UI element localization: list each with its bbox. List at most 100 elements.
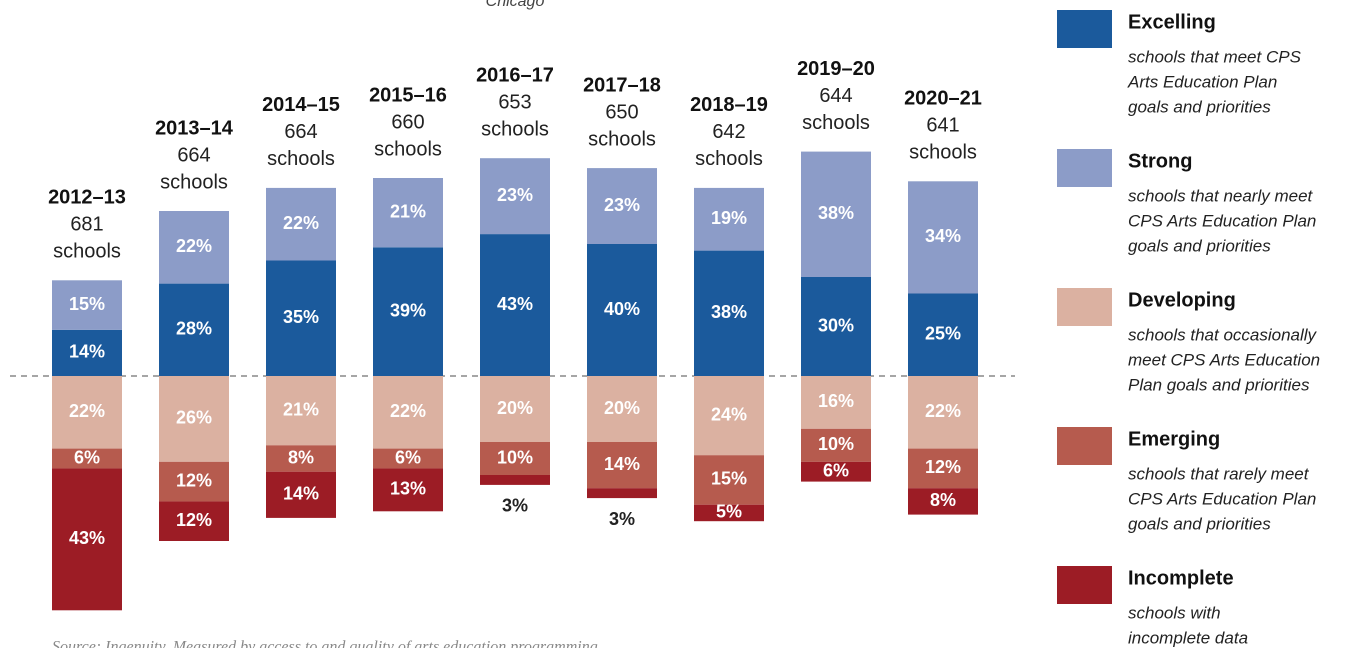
bar-segment [159, 211, 229, 284]
bar-segment [908, 488, 978, 515]
bar-segment [159, 461, 229, 502]
segment-label: 13% [390, 479, 426, 499]
bar-segment [908, 448, 978, 489]
legend-name: Strong [1128, 150, 1192, 172]
school-count: 644 [819, 85, 852, 107]
legend-swatch [1057, 566, 1112, 604]
legend-name: Emerging [1128, 428, 1220, 450]
segment-label: 6% [74, 447, 100, 467]
bar-segment [801, 428, 871, 462]
bar-segment [801, 461, 871, 482]
bar-segment [908, 181, 978, 294]
year-label: 2016–17 [476, 64, 554, 86]
legend-name: Excelling [1128, 11, 1216, 33]
segment-label: 22% [925, 401, 961, 421]
schools-label: schools [802, 112, 870, 134]
segment-label: 38% [818, 203, 854, 223]
school-count: 641 [926, 115, 959, 137]
school-count: 660 [391, 111, 424, 133]
bar-segment [373, 247, 443, 376]
schools-label: schools [267, 148, 335, 170]
segment-label: 21% [390, 201, 426, 221]
legend-swatch [1057, 427, 1112, 465]
bar-segment [801, 277, 871, 376]
bar-segment [159, 283, 229, 376]
segment-label: 3% [609, 509, 635, 529]
schools-label: schools [695, 148, 763, 170]
segment-label: 12% [176, 510, 212, 530]
segment-label: 12% [925, 457, 961, 477]
school-count: 664 [177, 144, 210, 166]
legend-swatch [1057, 288, 1112, 326]
year-label: 2020–21 [904, 88, 982, 110]
bar-segment [587, 376, 657, 442]
schools-label: schools [909, 142, 977, 164]
bar-segment [266, 376, 336, 446]
bar-segment [373, 468, 443, 512]
segment-label: 35% [283, 307, 319, 327]
schools-label: schools [481, 118, 549, 140]
segment-label: 26% [176, 408, 212, 428]
segment-label: 12% [176, 470, 212, 490]
legend-swatch [1057, 10, 1112, 48]
schools-label: schools [374, 138, 442, 160]
bar-segment [480, 234, 550, 376]
bar-segment [694, 455, 764, 505]
segment-label: 30% [818, 315, 854, 335]
bar-segment [52, 280, 122, 330]
bar-segment [694, 250, 764, 376]
segment-label: 23% [497, 185, 533, 205]
segment-label: 14% [283, 484, 319, 504]
segment-label: 21% [283, 399, 319, 419]
source-note: Source: Ingenuity. Measured by access to… [52, 639, 602, 648]
legend-description: CPS Arts Education Plan [1128, 211, 1316, 230]
segment-label: 14% [604, 454, 640, 474]
bar-segment [694, 376, 764, 456]
school-count: 650 [605, 101, 638, 123]
legend-description: meet CPS Arts Education [1128, 350, 1320, 369]
bar-segment [52, 448, 122, 469]
bar-segment [480, 442, 550, 475]
bar-segment [801, 151, 871, 277]
segment-label: 22% [176, 236, 212, 256]
segment-label: 24% [711, 404, 747, 424]
segment-label: 6% [395, 447, 421, 467]
segment-label: 43% [497, 294, 533, 314]
bar-segment [373, 178, 443, 248]
year-label: 2017–18 [583, 74, 661, 96]
school-count: 653 [498, 91, 531, 113]
bar-segment [52, 468, 122, 611]
bar-segment [266, 187, 336, 261]
year-label: 2012–13 [48, 187, 126, 209]
bar-segment [480, 158, 550, 235]
segment-label: 15% [711, 469, 747, 489]
year-label: 2019–20 [797, 58, 875, 80]
schools-label: schools [588, 128, 656, 150]
legend-description: schools that nearly meet [1128, 186, 1314, 205]
segment-label: 25% [925, 324, 961, 344]
segment-label: 10% [818, 434, 854, 454]
bar-segment [266, 471, 336, 518]
segment-label: 22% [390, 401, 426, 421]
segment-label: 3% [502, 496, 528, 516]
year-label: 2014–15 [262, 94, 340, 116]
bar-segment [159, 501, 229, 541]
bar-segment [908, 376, 978, 449]
bar-segment [266, 445, 336, 472]
legend-name: Incomplete [1128, 567, 1234, 589]
legend-description: goals and priorities [1128, 514, 1271, 533]
legend-name: Developing [1128, 289, 1236, 311]
bar-segment [266, 260, 336, 376]
legend-swatch [1057, 149, 1112, 187]
bar-segment [587, 168, 657, 244]
segment-label: 22% [69, 401, 105, 421]
segment-label: 10% [497, 447, 533, 467]
bar-segment [587, 442, 657, 489]
legend-description: Arts Education Plan [1127, 72, 1277, 91]
school-count: 664 [284, 121, 317, 143]
bar-segment [373, 376, 443, 449]
segment-label: 8% [930, 490, 956, 510]
legend-description: goals and priorities [1128, 236, 1271, 255]
schools-label: schools [53, 241, 121, 263]
